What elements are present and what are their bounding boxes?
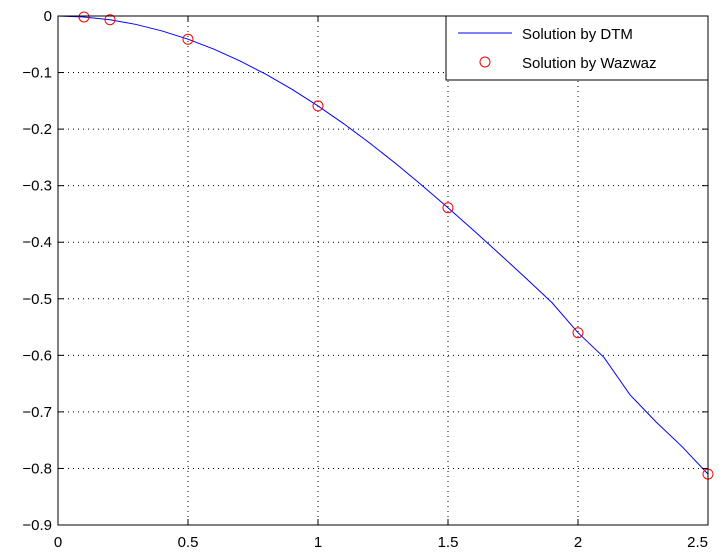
x-tick-label: 0	[54, 534, 62, 551]
y-tick-label: −0.6	[22, 347, 52, 364]
x-tick-label: 2	[574, 534, 582, 551]
data-point-wazwaz	[312, 100, 324, 112]
x-tick-label: 2.5	[687, 534, 708, 551]
y-tick-label: −0.4	[22, 234, 52, 251]
x-tick-label: 1	[314, 534, 322, 551]
data-point-wazwaz	[442, 202, 454, 214]
y-tick-label: −0.8	[22, 460, 52, 477]
plot-frame	[57, 15, 709, 526]
x-tick-label: 1.5	[438, 534, 459, 551]
y-tick-label: −0.1	[22, 65, 52, 82]
y-tick-label: −0.3	[22, 178, 52, 195]
y-tick-label: 0	[44, 8, 52, 25]
legend-box	[445, 15, 709, 81]
legend-label-dtm: Solution by DTM	[522, 26, 633, 43]
x-tick-label: 0.5	[178, 534, 199, 551]
y-tick-label: −0.9	[22, 517, 52, 534]
legend-label-wazwaz: Solution by Wazwaz	[522, 55, 657, 72]
grid-lines	[58, 16, 708, 525]
data-point-wazwaz	[104, 14, 116, 26]
y-tick-label: −0.5	[22, 291, 52, 308]
y-tick-label: −0.7	[22, 404, 52, 421]
series-line-dtm	[57, 15, 709, 475]
legend: Solution by DTM Solution by Wazwaz	[445, 15, 709, 81]
data-point-wazwaz	[182, 33, 194, 45]
y-tick-label: −0.2	[22, 121, 52, 138]
axis-ticks: 0 0.5 1 1.5 2 2.5 0 −0.1 −0.2 −0.3 −0.4 −0.5 −0.6 −0.…	[22, 8, 709, 551]
data-point-wazwaz	[572, 327, 584, 339]
plot-series	[57, 11, 714, 480]
data-point-wazwaz	[78, 11, 90, 23]
legend-marker-sample	[479, 56, 491, 68]
